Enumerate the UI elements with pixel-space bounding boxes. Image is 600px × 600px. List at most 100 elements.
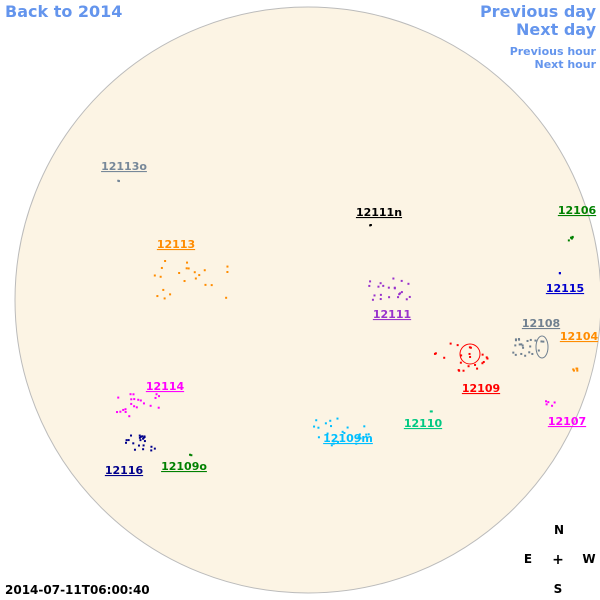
region-label[interactable]: 12109o — [161, 460, 207, 473]
sunspot — [443, 356, 446, 359]
sunspot — [122, 408, 125, 411]
sunspot — [481, 362, 484, 365]
sunspot — [183, 280, 186, 283]
sunspot — [313, 425, 316, 428]
region-label[interactable]: 12110 — [404, 417, 443, 430]
sunspot — [116, 411, 119, 414]
solar-disk — [14, 6, 600, 594]
sunspot — [514, 339, 517, 342]
sunspot — [474, 363, 477, 366]
sunspot — [210, 284, 213, 287]
sunspot — [468, 352, 471, 355]
sunspot — [139, 439, 142, 442]
sunspot — [540, 340, 543, 343]
sunspot — [531, 352, 534, 355]
sunspot — [430, 410, 433, 413]
sunspot — [469, 346, 472, 349]
sunspot — [359, 437, 362, 440]
sunspot — [467, 365, 470, 368]
sunspot — [547, 401, 550, 404]
sunspot — [365, 433, 368, 436]
sunspot — [130, 434, 133, 437]
sunspot — [369, 280, 372, 283]
sunspot — [357, 436, 360, 439]
sunspot — [332, 442, 335, 445]
region-label[interactable]: 12111n — [356, 206, 402, 219]
sunspot — [187, 267, 190, 270]
sunspot — [567, 239, 570, 242]
sunspot — [368, 284, 371, 287]
sunspot — [159, 275, 162, 278]
region-label[interactable]: 12107 — [548, 415, 586, 428]
sunspot — [458, 369, 461, 372]
sunspot — [558, 272, 561, 275]
sunspot — [124, 408, 127, 411]
sunspot — [324, 422, 327, 425]
sunspot — [408, 295, 411, 298]
sunspot — [379, 282, 382, 285]
sunspot — [486, 357, 489, 360]
timestamp: 2014-07-11T06:00:40 — [5, 583, 150, 597]
sunspot — [132, 442, 135, 445]
sunspot — [117, 396, 120, 399]
sunspot — [482, 360, 485, 363]
sunspot — [130, 398, 133, 401]
sunspot — [399, 292, 402, 295]
sunspot — [358, 433, 361, 436]
region-label[interactable]: 12109 — [462, 382, 500, 395]
sunspot — [156, 295, 159, 298]
sunspot — [142, 436, 145, 439]
region-label[interactable]: 12104 — [560, 330, 599, 343]
sunspot — [139, 399, 142, 402]
sunspot — [226, 270, 229, 273]
sunspot — [133, 448, 136, 451]
sunspot — [193, 271, 196, 274]
region-label[interactable]: 12114 — [146, 380, 185, 393]
sunspot — [132, 393, 135, 396]
sunspot — [330, 444, 333, 447]
previous-day-link[interactable]: Previous day — [479, 2, 596, 21]
sunspot — [336, 417, 339, 420]
next-day-link[interactable]: Next day — [516, 20, 596, 39]
sunspot — [393, 287, 396, 290]
sunspot — [392, 277, 395, 280]
sunspot — [382, 284, 385, 287]
sunspot — [164, 260, 167, 263]
sunspot — [129, 393, 132, 396]
region-label[interactable]: 12109m — [323, 432, 373, 445]
previous-hour-link[interactable]: Previous hour — [509, 45, 596, 58]
region-label[interactable]: 12115 — [546, 282, 584, 295]
sunspot — [143, 440, 146, 443]
sunspot — [142, 448, 145, 451]
sunspot — [336, 440, 339, 443]
region-label[interactable]: 12108 — [522, 317, 560, 330]
compass-n: N — [554, 523, 564, 537]
sunspot — [367, 433, 370, 436]
sunspot — [326, 432, 329, 435]
sunspot — [572, 368, 575, 371]
sunspot — [158, 395, 161, 398]
sunspot — [133, 405, 136, 408]
sunspot — [198, 274, 201, 277]
sunspot — [154, 396, 157, 399]
sunspot — [130, 402, 133, 405]
sunspot — [388, 296, 391, 299]
sunspot — [524, 354, 527, 357]
region-label[interactable]: 12106 — [558, 204, 597, 217]
sunspot — [317, 436, 320, 439]
back-link[interactable]: Back to 2014 — [5, 2, 123, 21]
sunspot — [485, 356, 488, 359]
sunspot — [520, 352, 523, 355]
region-label[interactable]: 12113o — [101, 160, 147, 173]
sunspot — [355, 442, 358, 445]
region-label[interactable]: 12111 — [373, 308, 411, 321]
sunspot — [397, 296, 400, 299]
sunspot — [153, 274, 156, 277]
region-label[interactable]: 12116 — [105, 464, 144, 477]
sunspot — [514, 344, 517, 347]
region-label[interactable]: 12113 — [157, 238, 195, 251]
compass: N E + W S — [524, 523, 596, 596]
next-hour-link[interactable]: Next hour — [534, 58, 597, 71]
sunspot — [528, 351, 531, 354]
